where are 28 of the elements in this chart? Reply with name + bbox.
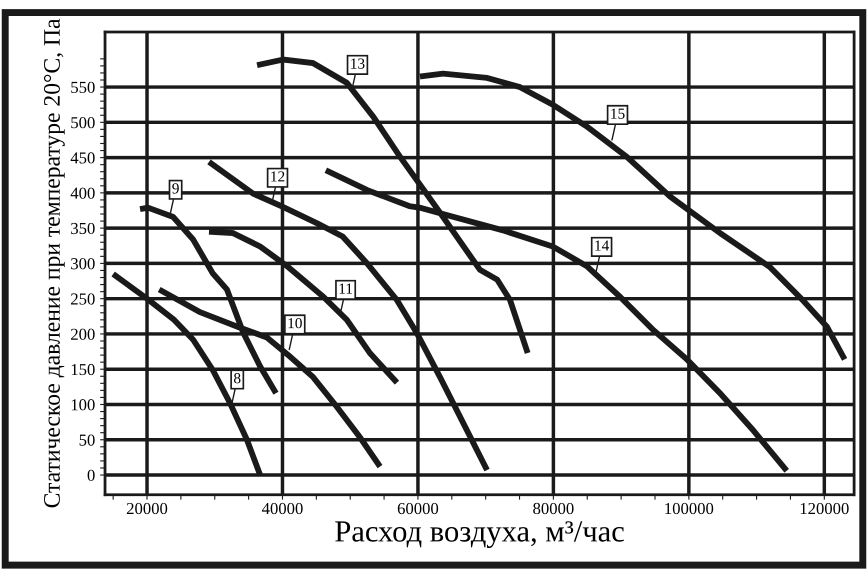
- y-tick-label: 150: [72, 364, 95, 376]
- annotation: 12: [271, 171, 284, 182]
- x-tick-label: 20000: [126, 502, 168, 514]
- annotation: 14: [595, 240, 610, 251]
- y-tick-label: 400: [70, 188, 95, 199]
- annotation: 15: [611, 108, 625, 119]
- x-tick-label: 60000: [398, 502, 438, 514]
- y-tick-label: 100: [72, 399, 95, 410]
- y-tick-label: 300: [71, 258, 95, 270]
- y-tick-label: 250: [71, 293, 95, 305]
- y-tick-label: 450: [70, 152, 95, 164]
- y-axis-title: Статическое давление при температуре 20°С, Па: [44, 18, 65, 508]
- x-tick-label: 40000: [262, 502, 303, 514]
- annotation: 13: [351, 58, 364, 69]
- y-tick-label: 200: [71, 328, 95, 340]
- x-tick-label: 100000: [665, 502, 714, 514]
- y-tick-label: 50: [80, 434, 95, 446]
- x-tick-label: 120000: [800, 502, 849, 514]
- y-tick-label: 550: [71, 82, 95, 93]
- y-tick-label: 500: [71, 117, 95, 128]
- annotation: 9: [172, 183, 179, 194]
- annotation: 11: [340, 284, 352, 294]
- y-tick-label: 350: [71, 222, 95, 234]
- x-axis-title: Расход воздуха, м³/час: [335, 521, 624, 548]
- y-tick-label: 0: [88, 470, 95, 481]
- annotation: 8: [234, 373, 240, 384]
- annotation: 10: [288, 318, 302, 328]
- x-tick-label: 80000: [533, 502, 574, 514]
